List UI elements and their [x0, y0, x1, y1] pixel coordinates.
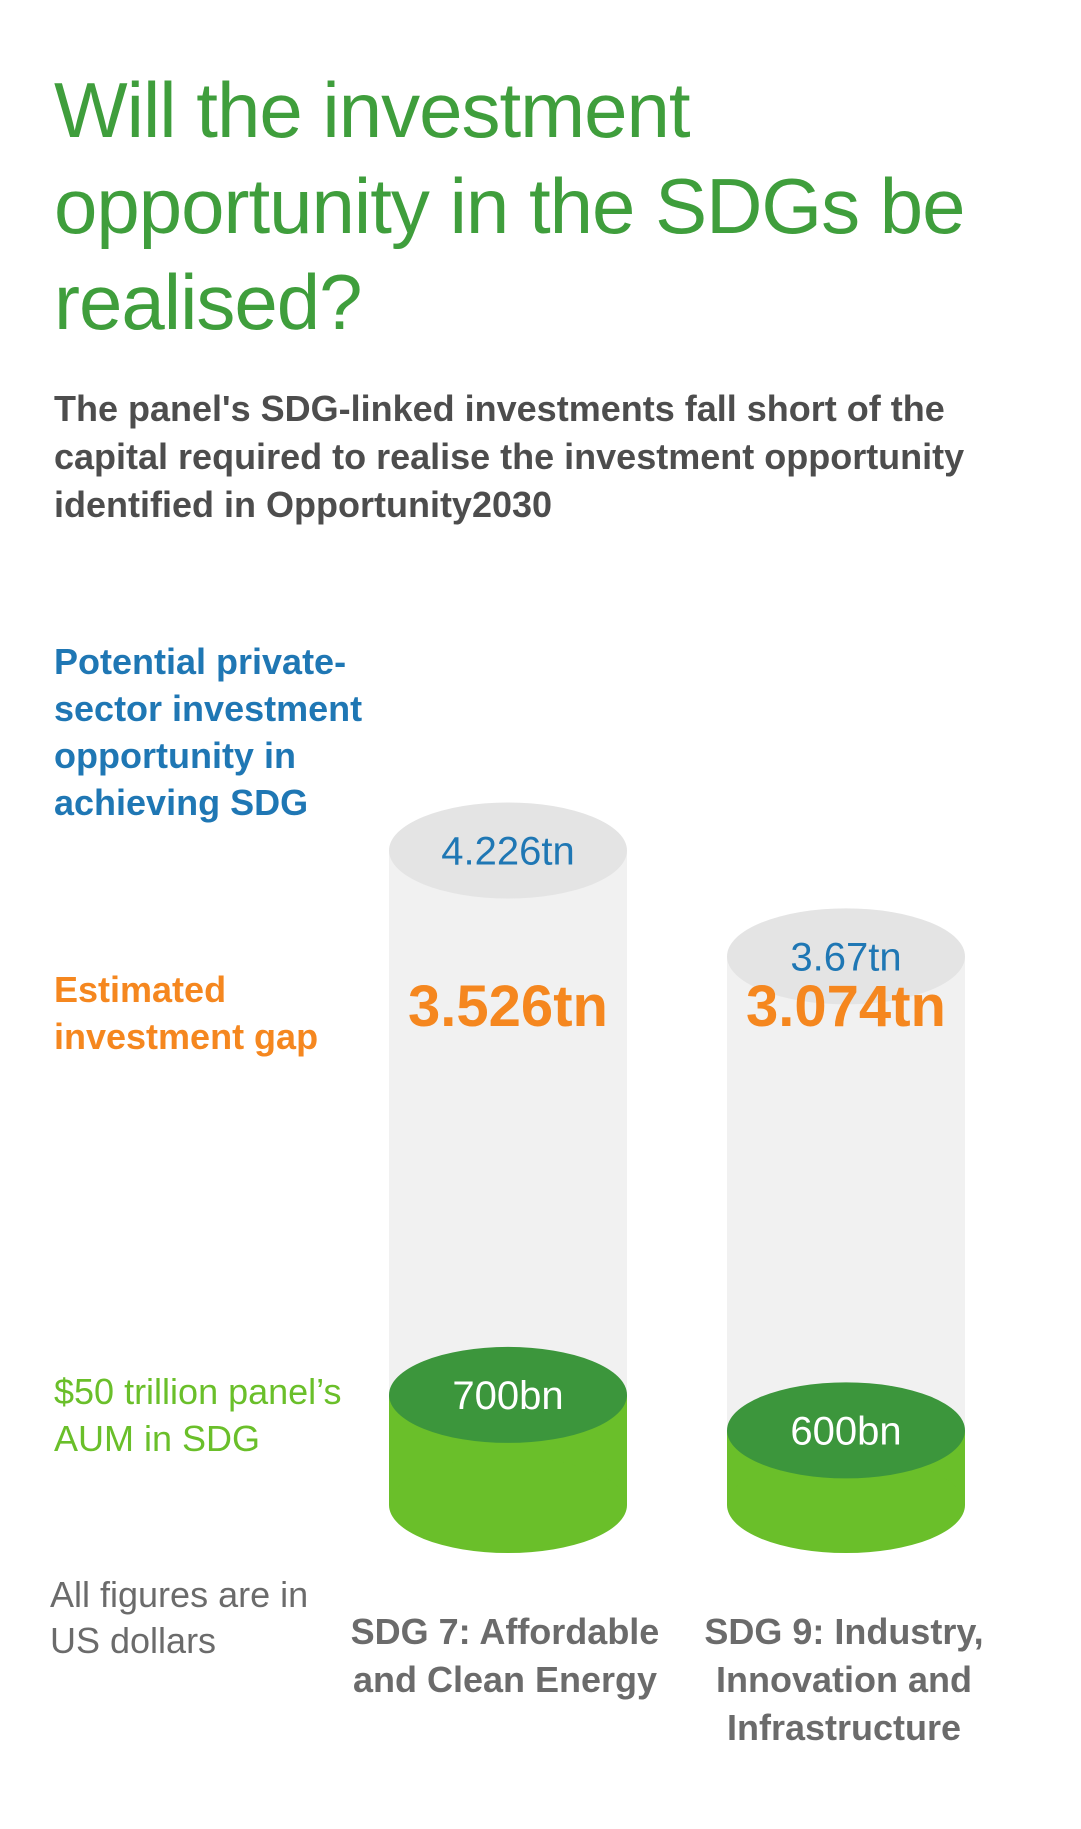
- category-label-sdg9: SDG 9: Industry, Innovation and Infrastr…: [704, 1611, 984, 1748]
- page-title: Will the investment opportunity in the S…: [54, 66, 966, 346]
- page-subtitle: The panel's SDG-linked investments fall …: [54, 388, 965, 525]
- aum-value-label-0: 700bn: [452, 1374, 563, 1418]
- aum-cylinder-bottom-0: [389, 1457, 627, 1553]
- gap-value-label-0: 3.526tn: [408, 974, 608, 1039]
- gap-cylinder-body-0: [389, 850, 627, 1395]
- total-value-label-0: 4.226tn: [441, 830, 574, 874]
- aum-value-label-1: 600bn: [790, 1409, 901, 1453]
- total-value-label-1: 3.67tn: [790, 935, 901, 979]
- aum-cylinder-top-1: [727, 1382, 965, 1479]
- legend-potential-label: Potential private-sector investment oppo…: [54, 641, 363, 823]
- total-cylinder-top-1: [727, 908, 965, 1005]
- gap-cylinder-body-1: [727, 956, 965, 1431]
- aum-cylinder-top-0: [389, 1346, 627, 1443]
- legend-aum-label: $50 trillion panel’s AUM in SDG: [54, 1371, 342, 1459]
- total-cylinder-top-0: [389, 802, 627, 899]
- aum-cylinder-bottom-1: [727, 1457, 965, 1553]
- gap-value-label-1: 3.074tn: [746, 974, 946, 1039]
- currency-note: All figures are in US dollars: [50, 1574, 309, 1661]
- legend-gap-label: Estimated investment gap: [54, 969, 319, 1057]
- category-label-sdg7: SDG 7: Affordable and Clean Energy: [350, 1611, 660, 1700]
